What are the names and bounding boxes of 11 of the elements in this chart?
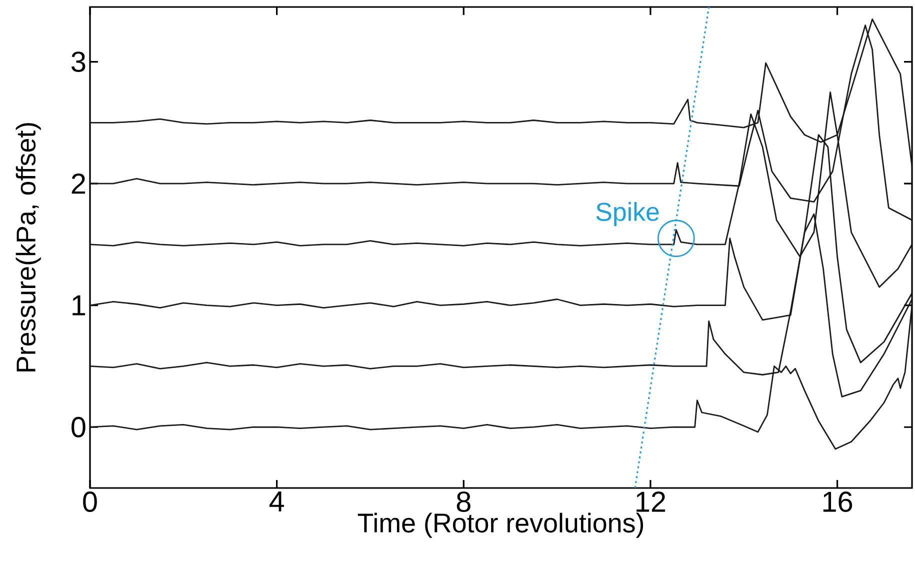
x-tick-label: 4 (269, 492, 284, 512)
x-tick-label: 8 (456, 492, 470, 512)
y-tick-label: 0 (72, 416, 86, 438)
y-tick-label: 2 (72, 173, 86, 194)
y-tick-label: 3 (72, 52, 86, 72)
y-tick-label: 1 (72, 295, 86, 316)
annotation: Spike (596, 202, 659, 226)
x-tick-label: 16 (823, 492, 852, 512)
x-tick-label: 12 (636, 492, 666, 512)
y-axis-title: Pressure(kPa, offset) (16, 123, 41, 372)
x-axis-title: Time (Rotor revolutions) (358, 512, 644, 538)
